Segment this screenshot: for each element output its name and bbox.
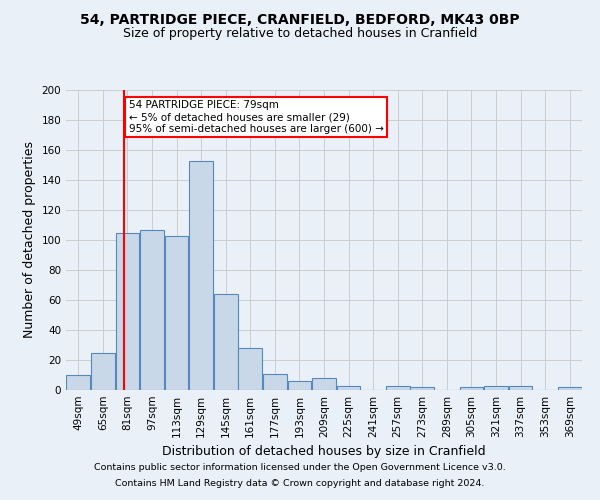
Y-axis label: Number of detached properties: Number of detached properties — [23, 142, 36, 338]
Bar — [410, 387, 434, 390]
X-axis label: Distribution of detached houses by size in Cranfield: Distribution of detached houses by size … — [162, 446, 486, 458]
Bar — [312, 378, 336, 390]
Bar — [509, 386, 532, 390]
Text: Contains HM Land Registry data © Crown copyright and database right 2024.: Contains HM Land Registry data © Crown c… — [115, 478, 485, 488]
Bar — [164, 236, 188, 390]
Bar — [91, 352, 115, 390]
Bar — [67, 375, 90, 390]
Text: Size of property relative to detached houses in Cranfield: Size of property relative to detached ho… — [123, 28, 477, 40]
Bar — [263, 374, 287, 390]
Bar — [140, 230, 164, 390]
Text: 54, PARTRIDGE PIECE, CRANFIELD, BEDFORD, MK43 0BP: 54, PARTRIDGE PIECE, CRANFIELD, BEDFORD,… — [80, 12, 520, 26]
Bar — [337, 386, 361, 390]
Bar — [116, 232, 139, 390]
Bar — [238, 348, 262, 390]
Bar — [558, 387, 581, 390]
Text: 54 PARTRIDGE PIECE: 79sqm
← 5% of detached houses are smaller (29)
95% of semi-d: 54 PARTRIDGE PIECE: 79sqm ← 5% of detach… — [129, 100, 384, 134]
Bar — [287, 381, 311, 390]
Text: Contains public sector information licensed under the Open Government Licence v3: Contains public sector information licen… — [94, 464, 506, 472]
Bar — [386, 386, 410, 390]
Bar — [214, 294, 238, 390]
Bar — [484, 386, 508, 390]
Bar — [189, 160, 213, 390]
Bar — [460, 387, 484, 390]
